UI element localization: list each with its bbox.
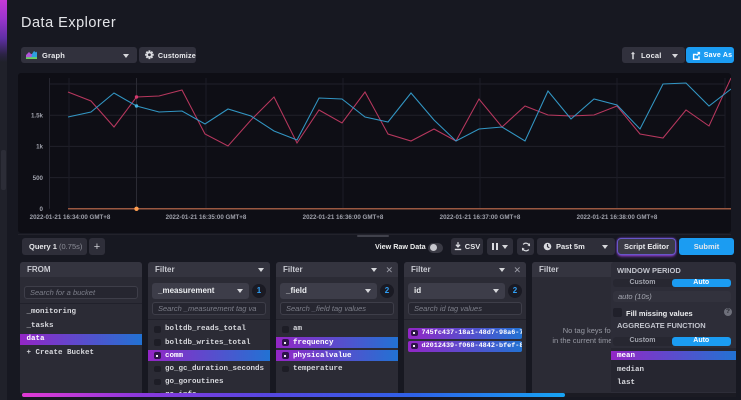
svg-text:2022-01-21 16:35:00 GMT+8: 2022-01-21 16:35:00 GMT+8 <box>166 214 247 221</box>
svg-text:500: 500 <box>33 175 44 182</box>
svg-text:1.5k: 1.5k <box>31 112 44 119</box>
svg-text:2022-01-21 16:36:00 GMT+8: 2022-01-21 16:36:00 GMT+8 <box>303 214 384 221</box>
svg-text:1k: 1k <box>36 144 43 151</box>
svg-text:2022-01-21 16:34:00 GMT+8: 2022-01-21 16:34:00 GMT+8 <box>30 214 111 221</box>
svg-text:0: 0 <box>40 206 44 213</box>
svg-text:2022-01-21 16:38:00 GMT+8: 2022-01-21 16:38:00 GMT+8 <box>577 214 658 221</box>
svg-text:2022-01-21 16:37:00 GMT+8: 2022-01-21 16:37:00 GMT+8 <box>440 214 521 221</box>
